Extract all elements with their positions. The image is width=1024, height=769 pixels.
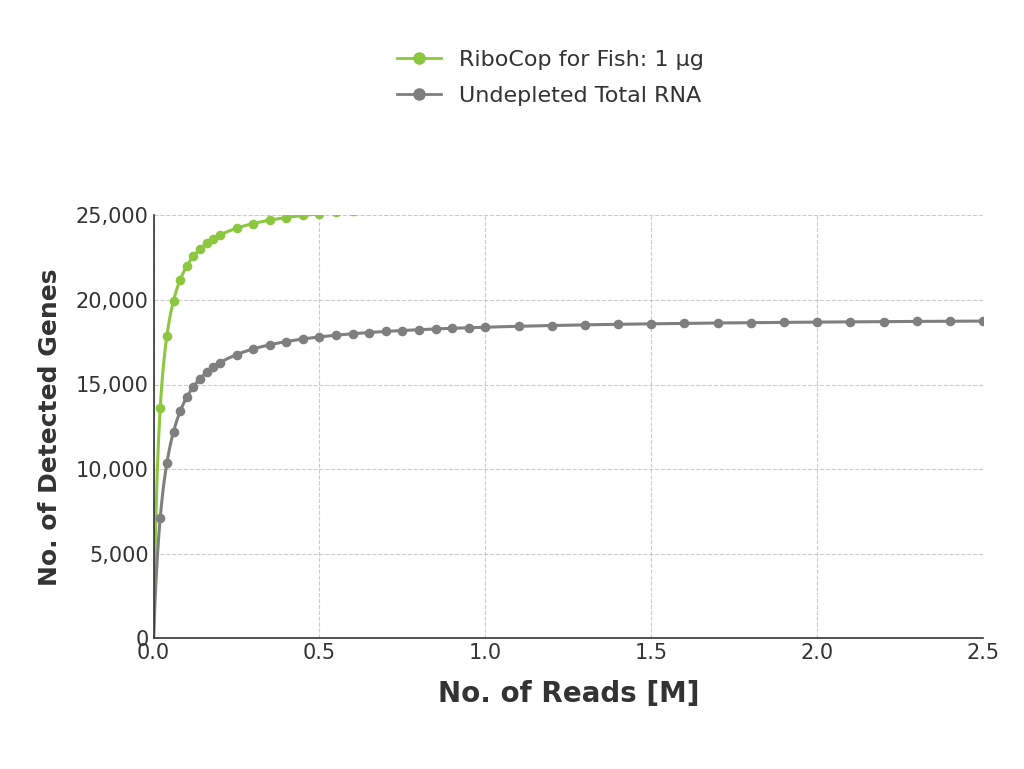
Point — [676, 197, 692, 209]
Point — [477, 321, 494, 333]
Point — [842, 196, 858, 208]
Point — [245, 343, 261, 355]
Point — [876, 196, 892, 208]
Point — [178, 391, 195, 403]
Point — [544, 199, 560, 211]
Point — [199, 237, 215, 249]
Point — [742, 317, 759, 329]
Point — [510, 320, 526, 332]
Point — [610, 198, 627, 210]
Point — [172, 405, 188, 418]
Point — [975, 195, 991, 208]
Point — [295, 209, 311, 221]
Point — [394, 325, 411, 337]
Point — [908, 195, 925, 208]
Point — [477, 200, 494, 212]
Point — [165, 295, 181, 307]
Point — [152, 401, 168, 414]
Point — [311, 208, 328, 220]
Point — [461, 321, 477, 334]
Point — [643, 318, 659, 330]
Point — [212, 229, 228, 241]
Point — [444, 201, 461, 213]
Point — [942, 195, 958, 208]
Point — [185, 250, 202, 262]
X-axis label: No. of Reads [M]: No. of Reads [M] — [437, 680, 699, 707]
Point — [809, 196, 825, 208]
Point — [643, 198, 659, 210]
Point — [742, 197, 759, 209]
Point — [975, 315, 991, 328]
Point — [344, 328, 360, 340]
Point — [159, 457, 175, 469]
Point — [710, 317, 726, 329]
Point — [842, 316, 858, 328]
Point — [676, 318, 692, 330]
Point — [205, 232, 221, 245]
Point — [199, 366, 215, 378]
Legend: RiboCop for Fish: 1 μg, Undepleted Total RNA: RiboCop for Fish: 1 μg, Undepleted Total… — [397, 48, 705, 106]
Point — [427, 323, 443, 335]
Point — [776, 196, 793, 208]
Point — [361, 205, 378, 217]
Y-axis label: No. of Detected Genes: No. of Detected Genes — [38, 268, 62, 585]
Point — [185, 381, 202, 393]
Point — [279, 335, 295, 348]
Point — [178, 260, 195, 272]
Point — [261, 214, 278, 226]
Point — [228, 348, 245, 361]
Point — [295, 333, 311, 345]
Point — [809, 316, 825, 328]
Point — [544, 319, 560, 331]
Point — [577, 198, 593, 211]
Point — [328, 329, 344, 341]
Point — [172, 274, 188, 286]
Point — [165, 425, 181, 438]
Point — [361, 326, 378, 338]
Point — [876, 315, 892, 328]
Point — [510, 199, 526, 211]
Point — [279, 211, 295, 224]
Point — [152, 511, 168, 524]
Point — [710, 197, 726, 209]
Point — [191, 243, 208, 255]
Point — [411, 324, 427, 336]
Point — [311, 331, 328, 343]
Point — [378, 325, 394, 338]
Point — [228, 222, 245, 235]
Point — [444, 322, 461, 335]
Point — [212, 357, 228, 369]
Point — [245, 218, 261, 230]
Point — [191, 372, 208, 384]
Point — [776, 316, 793, 328]
Point — [942, 315, 958, 328]
Point — [378, 203, 394, 215]
Point — [159, 330, 175, 342]
Point — [461, 201, 477, 213]
Point — [427, 201, 443, 214]
Point — [205, 361, 221, 373]
Point — [328, 206, 344, 218]
Point — [344, 205, 360, 218]
Point — [908, 315, 925, 328]
Point — [261, 338, 278, 351]
Point — [394, 203, 411, 215]
Point — [577, 318, 593, 331]
Point — [411, 202, 427, 215]
Point — [610, 318, 627, 331]
